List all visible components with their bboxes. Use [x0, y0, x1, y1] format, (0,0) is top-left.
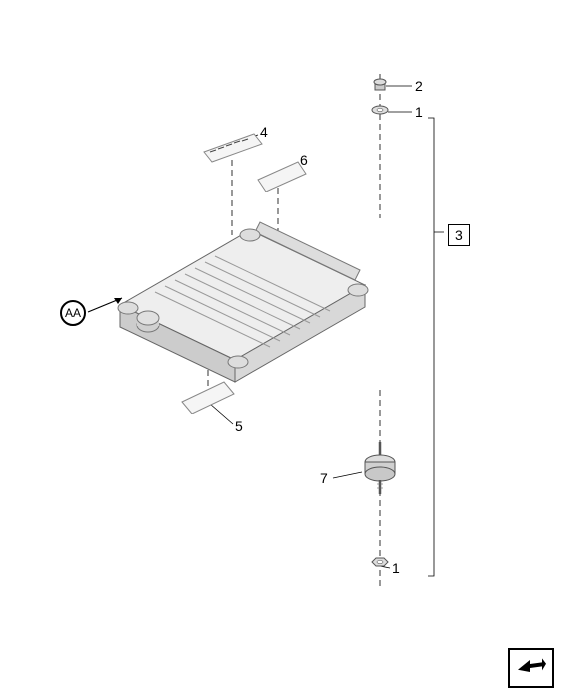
- reference-aa: AA: [60, 300, 86, 326]
- callout-1-bottom: 1: [392, 560, 400, 576]
- callout-1-top: 1: [415, 104, 423, 120]
- callout-7: 7: [320, 470, 328, 486]
- label-sticker-5: [176, 378, 240, 414]
- callout-6: 6: [300, 152, 308, 168]
- callout-2: 2: [415, 78, 423, 94]
- diagram-container: 1 2 3 4 5 6 7 1 AA: [0, 0, 566, 700]
- callout-4: 4: [260, 124, 268, 140]
- vibration-mount: [358, 440, 402, 496]
- arrow-3d-icon: [516, 656, 546, 680]
- nav-icon[interactable]: [508, 648, 554, 688]
- callout-5: 5: [235, 418, 243, 434]
- ecu-module: [100, 210, 380, 400]
- bolt-head-top: [371, 78, 389, 94]
- washer-top: [370, 104, 390, 116]
- nut-bottom: [368, 556, 390, 570]
- callout-3: 3: [448, 224, 470, 246]
